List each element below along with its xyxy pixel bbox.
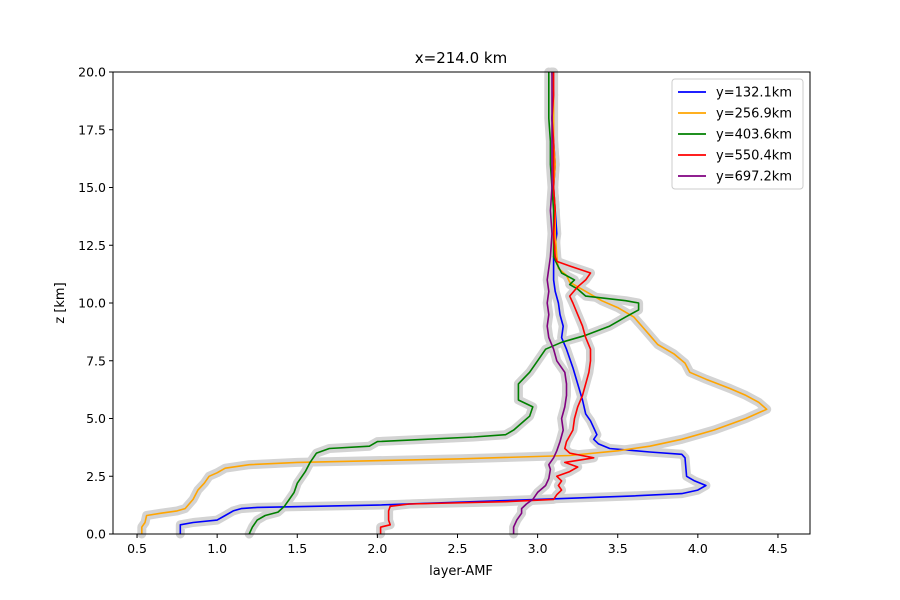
series-line-5 xyxy=(512,72,568,534)
x-tick-label: 4.5 xyxy=(768,541,788,556)
x-tick-label: 3.0 xyxy=(528,541,548,556)
legend-frame xyxy=(671,78,804,190)
series-line-4 xyxy=(379,72,595,534)
x-tick-label: 1.0 xyxy=(207,541,227,556)
y-tick-label: 12.5 xyxy=(78,238,106,253)
x-tick-label: 0.5 xyxy=(127,541,147,556)
y-tick-label: 5.0 xyxy=(86,411,106,426)
x-tick-label: 2.0 xyxy=(367,541,387,556)
y-tick-label: 20.0 xyxy=(78,65,106,80)
chart-title: x=214.0 km xyxy=(415,49,507,67)
y-tick-label: 10.0 xyxy=(78,296,106,311)
legend-label-4: y=550.4km xyxy=(716,149,792,164)
x-tick-label: 4.0 xyxy=(688,541,708,556)
legend-label-1: y=132.1km xyxy=(716,86,792,101)
y-tick-label: 17.5 xyxy=(78,122,106,137)
x-tick-label: 2.5 xyxy=(448,541,468,556)
x-tick-label: 3.5 xyxy=(608,541,628,556)
x-axis-label: layer-AMF xyxy=(429,564,493,579)
series-line-2 xyxy=(141,71,768,534)
y-axis-label: z [km] xyxy=(53,282,68,323)
y-tick-label: 15.0 xyxy=(78,180,106,195)
legend-label-5: y=697.2km xyxy=(716,170,792,185)
y-tick-label: 7.5 xyxy=(86,353,106,368)
legend-label-2: y=256.9km xyxy=(716,107,792,122)
series-lines xyxy=(141,71,768,535)
y-tick-label: 0.0 xyxy=(86,527,106,542)
legend: y=132.1km y=256.9km y=403.6km y=550.4km y=69… xyxy=(671,78,804,190)
x-tick-label: 1.5 xyxy=(287,541,307,556)
legend-label-3: y=403.6km xyxy=(716,128,792,143)
y-axis: 0.0 2.5 5.0 7.5 10.0 12.5 15.0 17.5 20.0 xyxy=(78,65,113,542)
y-tick-label: 2.5 xyxy=(86,469,106,484)
series-line-3 xyxy=(248,72,640,535)
x-axis: 0.5 1.0 1.5 2.0 2.5 3.0 3.5 4.0 4.5 xyxy=(127,534,788,556)
